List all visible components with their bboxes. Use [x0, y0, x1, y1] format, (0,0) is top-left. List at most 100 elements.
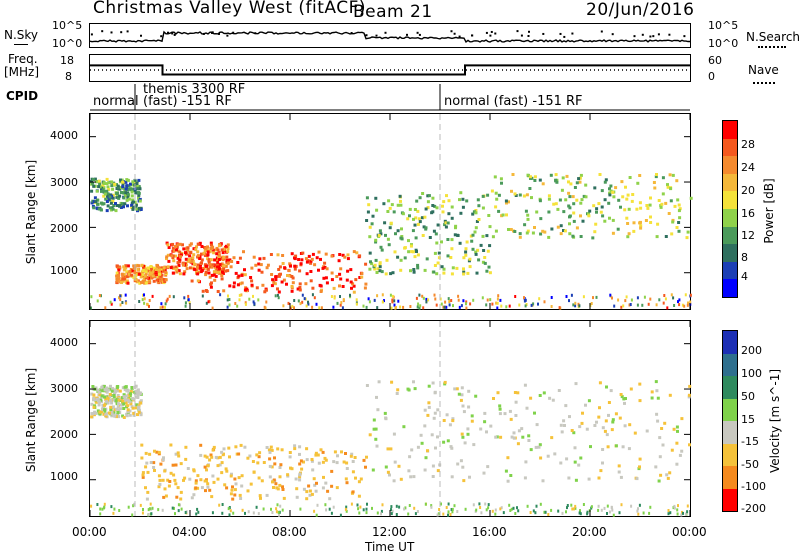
power-cell	[151, 274, 155, 278]
velocity-cell	[368, 433, 372, 437]
velocity-cell	[311, 468, 315, 472]
power-cell	[592, 204, 596, 208]
power-cell	[424, 207, 428, 211]
velocity-cell	[134, 406, 138, 410]
power-cell	[464, 250, 468, 254]
power-cell	[513, 192, 517, 196]
power-cell	[486, 249, 490, 253]
power-cell	[206, 257, 210, 261]
power-cell	[111, 193, 115, 197]
power-cell	[300, 258, 304, 262]
power-cell	[495, 301, 498, 305]
vel-cb-tick: -200	[741, 502, 766, 515]
power-cell	[113, 298, 116, 302]
power-cell	[281, 254, 285, 257]
power-cell	[462, 272, 466, 276]
power-cell	[137, 178, 141, 182]
velocity-cell	[657, 479, 661, 483]
velocity-cell	[124, 385, 128, 389]
velocity-cell	[196, 474, 200, 478]
velocity-cell	[351, 490, 355, 494]
power-cb-seg	[723, 244, 737, 262]
power-cell	[452, 304, 454, 308]
nsky-spike	[126, 30, 129, 33]
nsky-spike	[649, 35, 652, 38]
velocity-cell	[365, 511, 368, 515]
velocity-cell	[122, 402, 126, 406]
power-cell	[105, 194, 109, 198]
power-cell	[294, 254, 298, 258]
velocity-cell	[223, 483, 227, 487]
power-cell	[417, 217, 421, 221]
velocity-cell	[98, 412, 102, 416]
velocity-cell	[98, 393, 102, 397]
velocity-cell	[169, 443, 173, 447]
velocity-cell	[146, 490, 150, 494]
power-cell	[161, 305, 164, 309]
power-cell	[121, 301, 124, 304]
power-cell	[458, 241, 462, 245]
velocity-cell	[676, 429, 679, 433]
velocity-cell	[544, 510, 547, 514]
power-cell	[160, 302, 163, 306]
velocity-cell	[638, 503, 641, 507]
power-cell	[367, 203, 371, 207]
velocity-cell	[122, 395, 126, 399]
velocity-cell	[96, 409, 100, 413]
power-cell	[188, 254, 192, 258]
power-cell	[125, 178, 129, 182]
power-cell	[487, 214, 491, 217]
velocity-cell	[100, 385, 104, 389]
power-cell	[595, 210, 598, 214]
vel-cb-tick: -15	[741, 435, 759, 448]
power-cell	[307, 254, 311, 258]
velocity-cell	[278, 510, 281, 514]
power-cell	[673, 204, 677, 208]
power-cell	[510, 189, 513, 193]
power-cell	[288, 274, 292, 278]
power-cell	[124, 180, 128, 184]
power-cell	[573, 186, 577, 189]
power-cell	[374, 258, 378, 262]
power-cell	[91, 181, 95, 185]
velocity-cell	[246, 456, 250, 460]
power-cell	[133, 200, 137, 204]
velocity-cell	[467, 405, 471, 409]
power-cell	[387, 243, 391, 247]
power-cell	[368, 251, 372, 255]
power-cell	[94, 200, 98, 204]
power-cell	[374, 240, 378, 244]
velocity-cell	[248, 454, 252, 458]
power-cell	[184, 301, 187, 305]
velocity-cell	[268, 457, 272, 461]
power-cell	[218, 263, 222, 267]
velocity-cell	[661, 443, 665, 447]
velocity-cell	[184, 445, 188, 449]
power-cell	[196, 250, 200, 254]
power-cell	[276, 253, 280, 257]
power-cell	[483, 261, 487, 265]
power-cell	[209, 241, 213, 245]
velocity-cell	[475, 508, 478, 512]
power-cell	[407, 239, 410, 243]
power-cell	[90, 295, 93, 299]
power-cell	[311, 286, 315, 290]
velocity-cell	[230, 472, 233, 476]
power-cell	[178, 250, 182, 254]
velocity-cell	[308, 493, 312, 497]
power-cb-tick: 12	[741, 229, 755, 242]
velocity-cell	[463, 441, 467, 445]
power-cell	[220, 248, 224, 252]
power-cell	[426, 194, 430, 198]
velocity-cell	[539, 502, 542, 506]
velocity-cell	[498, 407, 502, 411]
nsky-spike	[489, 34, 492, 37]
power-cell	[195, 245, 198, 249]
power-cell	[217, 253, 221, 257]
power-cell	[217, 244, 221, 248]
velocity-cell	[221, 453, 225, 457]
velocity-cell	[517, 509, 520, 513]
nsky-spike	[226, 34, 229, 37]
power-cell	[373, 267, 377, 271]
velocity-cell	[523, 383, 527, 387]
